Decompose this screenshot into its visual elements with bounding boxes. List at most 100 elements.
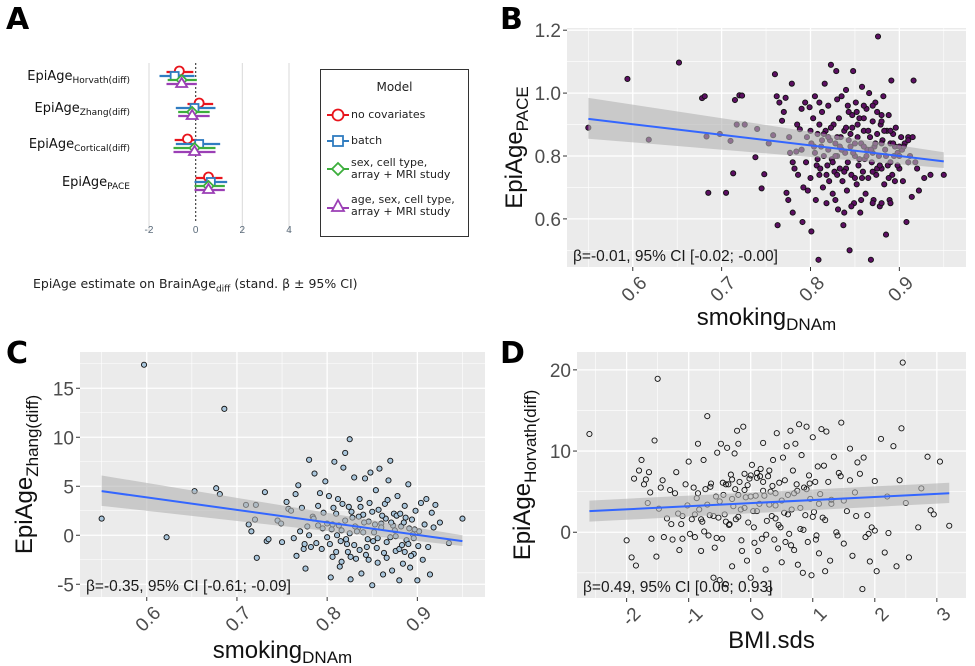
data-point	[862, 534, 869, 541]
data-point	[412, 507, 419, 514]
x-tick-label: 2	[871, 604, 893, 626]
data-point	[927, 171, 934, 178]
data-point	[869, 118, 876, 125]
data-point	[869, 168, 876, 175]
data-point	[345, 503, 352, 510]
data-point	[858, 196, 865, 204]
data-point	[865, 530, 872, 537]
data-point	[798, 105, 805, 112]
data-point	[334, 495, 342, 503]
data-point	[789, 467, 796, 474]
data-point	[851, 174, 858, 182]
data-point	[628, 554, 635, 561]
y-tick-label: 1.2	[535, 21, 561, 42]
data-point	[731, 450, 738, 457]
data-point	[351, 474, 358, 481]
y-tick-label: 5	[63, 477, 74, 498]
data-point	[903, 218, 910, 226]
data-point	[755, 547, 762, 554]
data-point	[807, 174, 814, 182]
square-marker-icon	[327, 135, 349, 147]
data-point	[423, 495, 430, 503]
data-point	[898, 425, 905, 432]
data-point	[324, 534, 331, 541]
legend-label-line1: age, sex, cell type,	[351, 193, 455, 206]
caption-prefix: EpiAge estimate on BrainAge	[33, 276, 216, 291]
row-label: EpiAgeHorvath(diff)	[27, 69, 130, 86]
data-point	[797, 525, 804, 533]
data-point	[858, 83, 866, 90]
data-point	[811, 93, 818, 100]
data-point	[743, 557, 751, 564]
data-point	[776, 99, 783, 106]
data-point	[865, 174, 872, 182]
data-point	[744, 482, 751, 489]
data-point	[809, 434, 816, 441]
data-point	[339, 500, 346, 507]
data-point	[375, 506, 382, 513]
data-point	[816, 121, 823, 128]
data-point	[887, 200, 894, 207]
data-point	[414, 577, 421, 584]
data-point	[762, 566, 769, 573]
data-point	[836, 165, 843, 172]
beta-annotation: β=0.49, 95% CI [0.06; 0.93]	[583, 579, 772, 596]
data-point	[878, 200, 885, 207]
beta-annotation: β=-0.35, 95% CI [-0.61; -0.09]	[86, 578, 291, 595]
data-point	[694, 440, 702, 447]
regression-line	[588, 117, 944, 163]
data-point	[835, 115, 842, 122]
data-point	[893, 563, 900, 570]
data-point	[710, 574, 717, 581]
data-point	[362, 551, 369, 558]
data-point	[853, 512, 860, 520]
data-point	[822, 517, 829, 524]
data-point	[722, 481, 729, 488]
y-tick-label: 20	[550, 361, 571, 382]
data-point	[766, 467, 773, 474]
data-point	[812, 196, 819, 204]
data-point	[459, 515, 466, 522]
data-point	[763, 517, 770, 524]
data-point	[343, 541, 351, 548]
data-point	[855, 162, 862, 169]
data-point	[739, 92, 746, 99]
legend-item-no-covariates: no covariates	[325, 107, 425, 123]
data-point	[862, 190, 869, 197]
data-point	[432, 501, 439, 508]
data-point	[735, 440, 742, 447]
data-point	[327, 574, 334, 581]
data-point	[705, 189, 712, 196]
data-point	[730, 170, 737, 177]
data-point	[812, 536, 819, 543]
data-point	[311, 470, 318, 477]
data-point	[248, 528, 255, 535]
data-point	[700, 456, 707, 464]
data-point	[834, 171, 841, 178]
data-point	[719, 479, 726, 486]
y-tick-label: 0	[63, 526, 74, 547]
y-tick-label: 10	[53, 428, 74, 449]
data-point	[770, 456, 777, 464]
data-point	[774, 222, 781, 229]
data-point	[714, 449, 721, 456]
data-point	[802, 512, 809, 519]
data-point	[761, 171, 768, 178]
data-point	[785, 196, 792, 204]
data-point	[808, 572, 815, 579]
data-point	[624, 75, 631, 82]
data-point	[688, 516, 695, 523]
data-point	[833, 68, 840, 75]
data-point	[333, 548, 340, 555]
estimate-triangle	[201, 182, 216, 194]
data-point	[366, 499, 373, 506]
data-point	[278, 539, 286, 546]
data-point	[741, 470, 748, 477]
data-point	[823, 428, 830, 435]
scatter-plot-d: 0 10 20 -2 -1 0 1 2 3 β=0.49, 95% CI [0.06; 0.93]…	[509, 352, 966, 654]
data-point	[329, 553, 336, 560]
data-point	[853, 108, 860, 116]
data-point	[698, 516, 705, 523]
y-axis-label: EpiAgePACE	[501, 86, 532, 208]
data-point	[399, 560, 406, 567]
